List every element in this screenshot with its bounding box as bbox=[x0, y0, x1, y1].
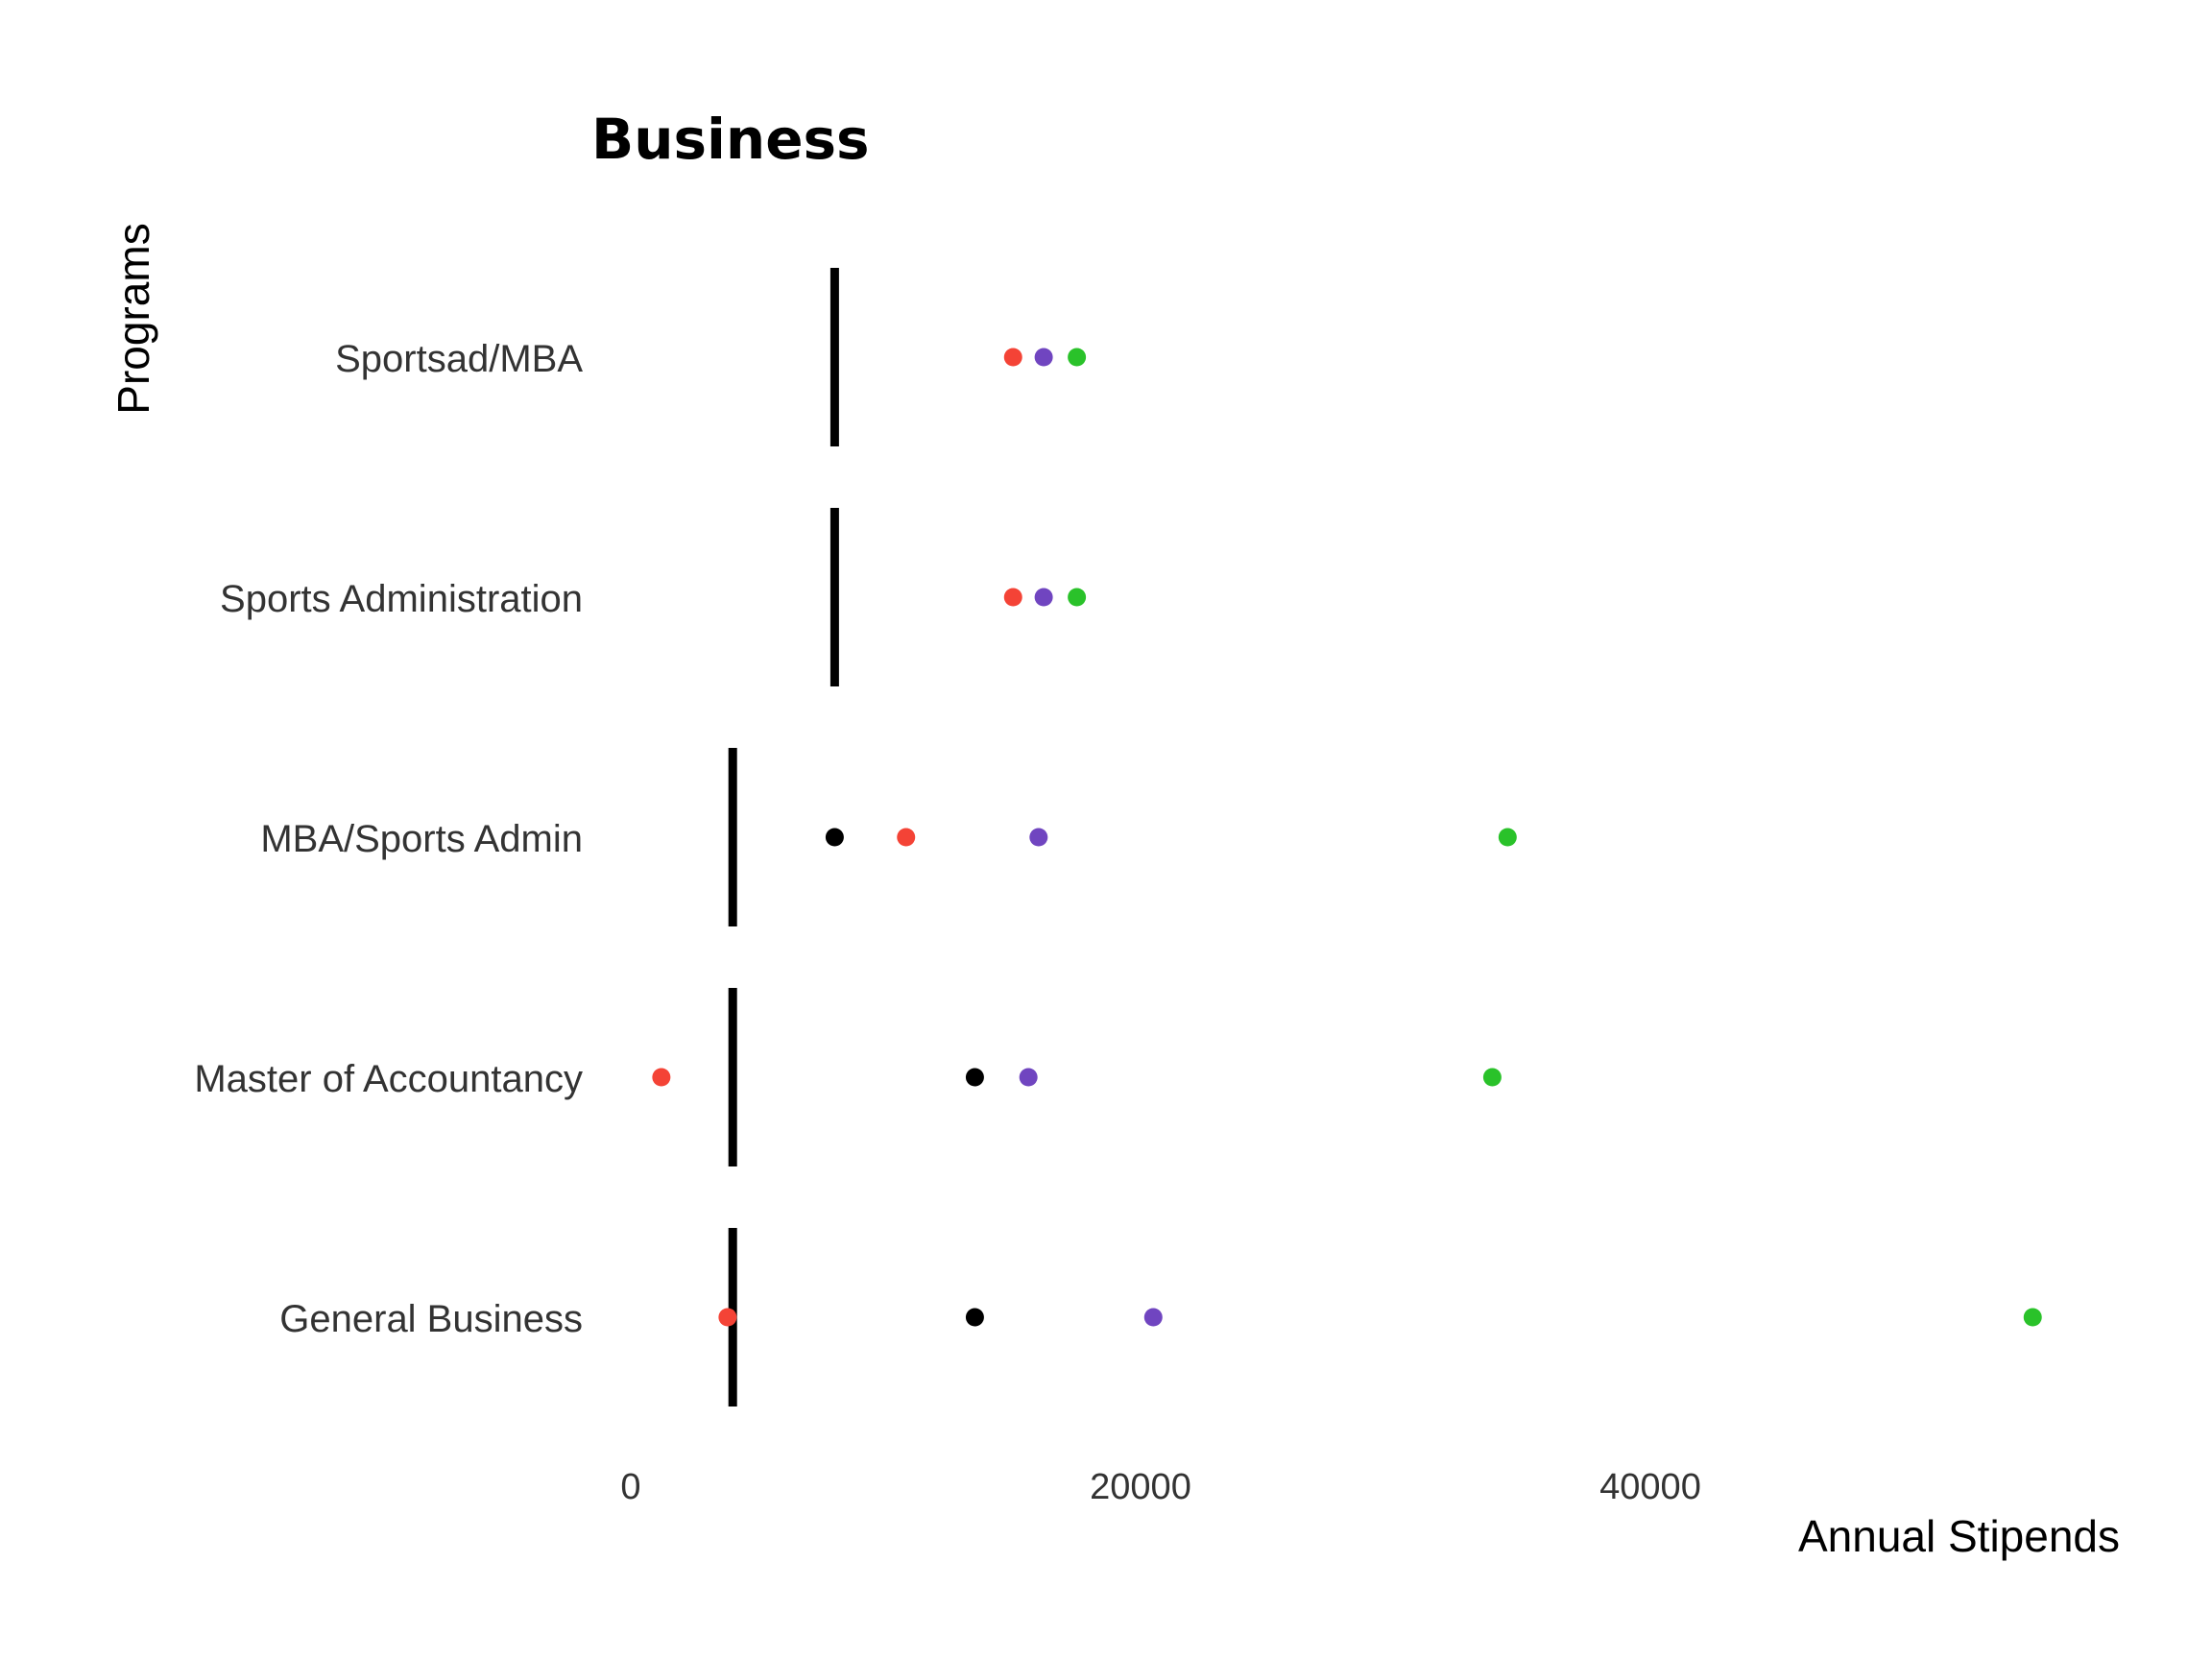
data-point bbox=[1143, 1308, 1163, 1327]
data-point bbox=[1003, 348, 1022, 367]
category-label: Master of Accountancy bbox=[194, 1058, 583, 1100]
x-tick-labels: 0 20000 40000 bbox=[620, 1467, 1700, 1507]
data-point bbox=[1034, 348, 1053, 367]
data-point bbox=[1029, 828, 1048, 847]
category-labels: Sportsad/MBA Sports Administration MBA/S… bbox=[194, 338, 583, 1340]
chart-title: Business bbox=[591, 107, 870, 172]
x-axis-title: Annual Stipends bbox=[1798, 1511, 2120, 1561]
x-tick-label: 0 bbox=[620, 1467, 640, 1507]
data-point bbox=[965, 1068, 984, 1087]
data-point bbox=[1068, 588, 1087, 607]
reference-lines bbox=[728, 268, 839, 1407]
data-point bbox=[2023, 1308, 2042, 1327]
data-point bbox=[1019, 1068, 1038, 1087]
data-point bbox=[718, 1308, 737, 1327]
category-label: Sportsad/MBA bbox=[335, 338, 583, 380]
x-tick-label: 40000 bbox=[1599, 1467, 1701, 1507]
data-point bbox=[897, 828, 916, 847]
x-tick-label: 20000 bbox=[1090, 1467, 1191, 1507]
y-axis-title: Programs bbox=[108, 223, 158, 414]
data-point bbox=[652, 1068, 671, 1087]
data-point bbox=[965, 1308, 984, 1327]
data-point bbox=[1498, 828, 1517, 847]
data-point bbox=[825, 828, 844, 847]
category-label: Sports Administration bbox=[220, 578, 583, 620]
data-point bbox=[1482, 1068, 1502, 1087]
category-label: General Business bbox=[279, 1298, 583, 1340]
data-point bbox=[1003, 588, 1022, 607]
category-label: MBA/Sports Admin bbox=[260, 818, 583, 860]
data-points bbox=[652, 348, 2042, 1327]
data-point bbox=[1034, 588, 1053, 607]
data-point bbox=[1068, 348, 1087, 367]
